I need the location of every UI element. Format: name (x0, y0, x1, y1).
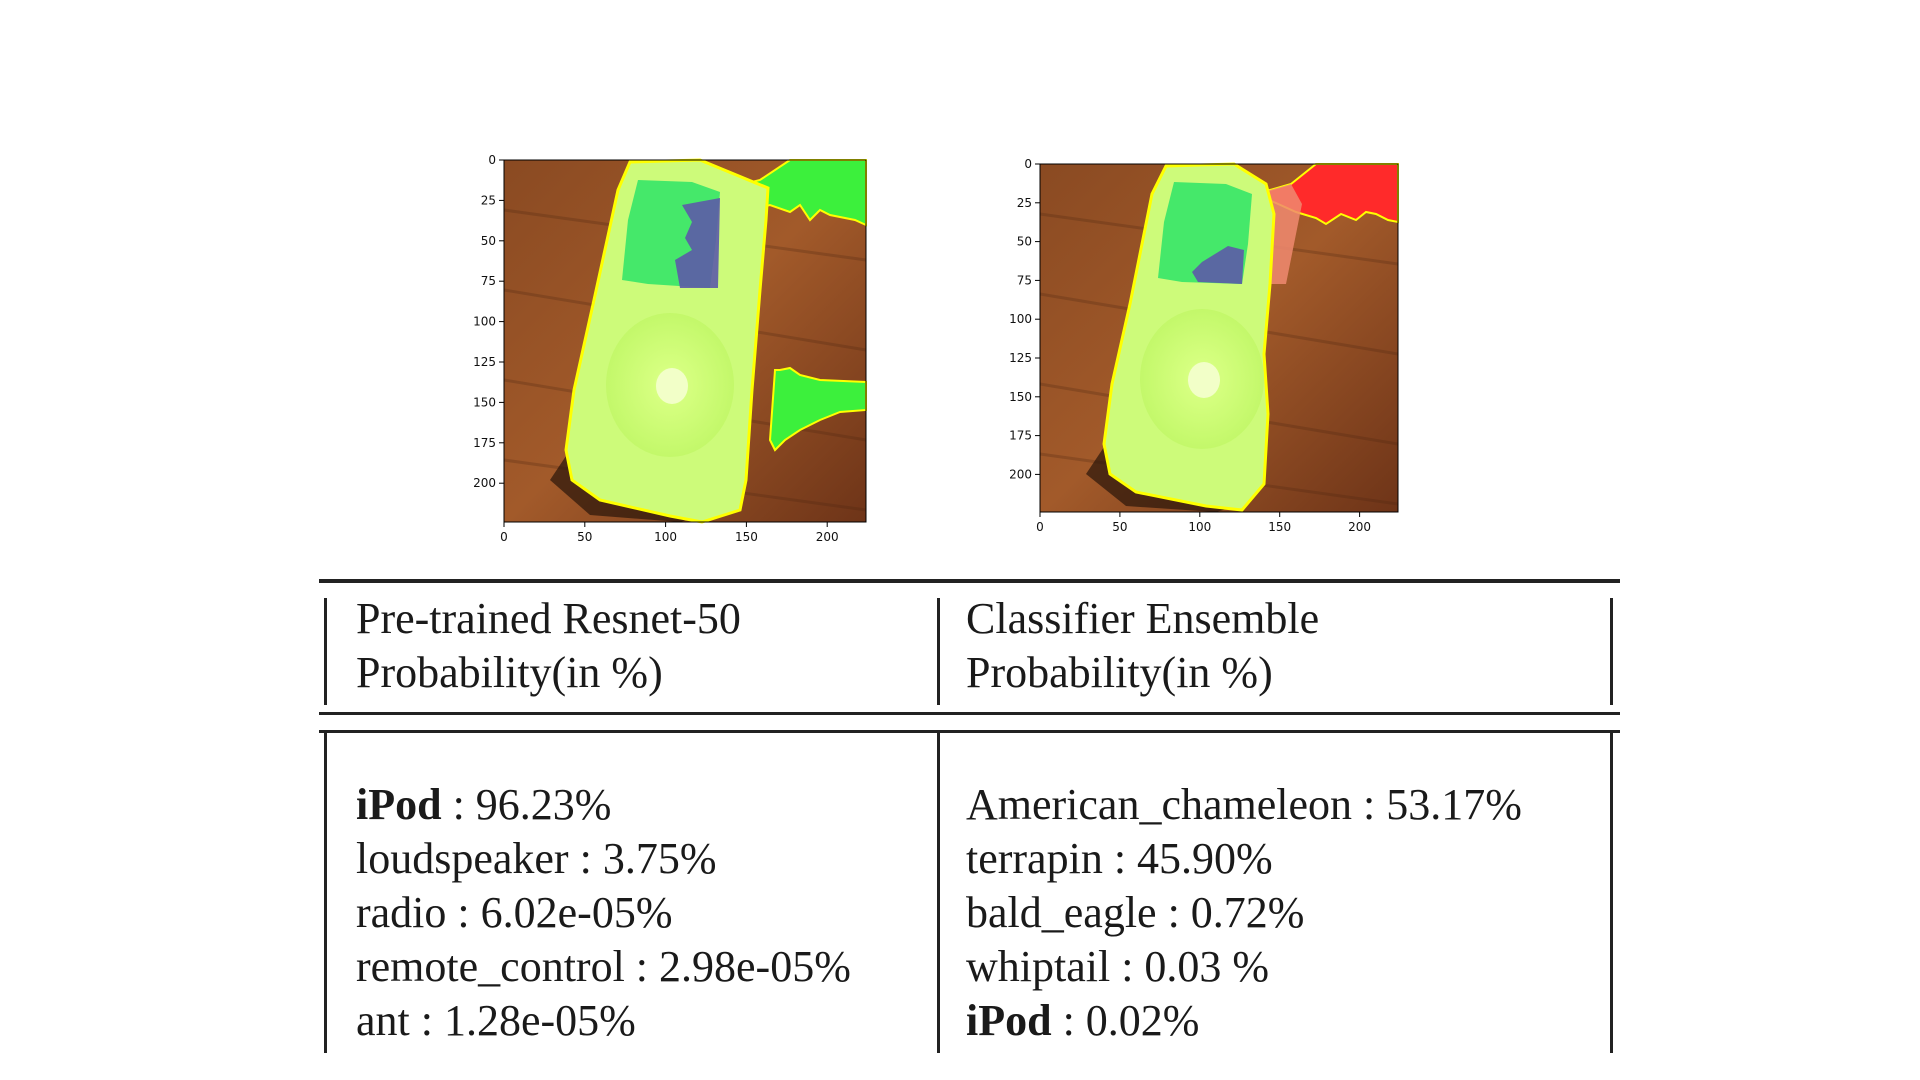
y-tick-label: 175 (1009, 429, 1032, 443)
header-rule-2 (319, 730, 1620, 733)
header-rule-1 (319, 712, 1620, 715)
class-label: terrapin (966, 834, 1103, 883)
x-axis: 0 50 100 150 200 (1036, 512, 1371, 534)
table-left-border (324, 733, 327, 1053)
x-tick-label: 0 (1036, 520, 1044, 534)
table-right-border (1610, 733, 1613, 1053)
ensemble-predictions: American_chameleon : 53.17% terrapin : 4… (966, 778, 1522, 1048)
class-label: American_chameleon (966, 780, 1353, 829)
prediction-row: iPod : 0.02% (966, 994, 1522, 1048)
header-resnet-line2: Probability(in %) (356, 648, 663, 697)
y-tick-label: 200 (473, 476, 496, 490)
probability-value: : 45.90% (1102, 834, 1273, 883)
highlight-region-mid (768, 366, 867, 452)
probability-value: : 3.75% (568, 834, 717, 883)
right-explanation-figure: 0 25 50 75 100 125 150 175 200 0 50 100 … (1006, 154, 1406, 544)
column-divider (937, 733, 940, 1053)
x-tick-label: 100 (1188, 520, 1211, 534)
probability-value: : 0.03 % (1110, 942, 1270, 991)
prediction-row: remote_control : 2.98e-05% (356, 940, 851, 994)
x-tick-label: 0 (500, 530, 508, 544)
probability-value: : 0.02% (1051, 996, 1200, 1045)
prediction-row: radio : 6.02e-05% (356, 886, 851, 940)
y-tick-label: 0 (488, 153, 496, 167)
y-tick-label: 75 (481, 274, 496, 288)
prediction-row: whiptail : 0.03 % (966, 940, 1522, 994)
probability-value: : 96.23% (441, 780, 612, 829)
y-axis: 0 25 50 75 100 125 150 175 200 (1009, 157, 1040, 481)
y-tick-label: 25 (1017, 196, 1032, 210)
class-label: iPod (966, 996, 1052, 1045)
class-label: bald_eagle (966, 888, 1157, 937)
prediction-row: ant : 1.28e-05% (356, 994, 851, 1048)
x-tick-label: 50 (577, 530, 592, 544)
prediction-row: bald_eagle : 0.72% (966, 886, 1522, 940)
y-axis: 0 25 50 75 100 125 150 175 200 (473, 153, 504, 490)
y-tick-label: 175 (473, 436, 496, 450)
ipod-wheel-center (656, 368, 688, 404)
y-tick-label: 50 (1017, 235, 1032, 249)
table-right-border (1610, 598, 1613, 705)
probability-value: : 6.02e-05% (446, 888, 673, 937)
y-tick-label: 100 (473, 315, 496, 329)
x-tick-label: 100 (654, 530, 677, 544)
y-tick-label: 75 (1017, 273, 1032, 287)
ipod-wheel-center (1188, 362, 1220, 398)
table-left-border (324, 598, 327, 705)
y-tick-label: 25 (481, 193, 496, 207)
right-plot: 0 25 50 75 100 125 150 175 200 0 50 100 … (1009, 157, 1399, 534)
class-label: whiptail (966, 942, 1111, 991)
class-label: iPod (356, 780, 442, 829)
header-resnet-line1: Pre-trained Resnet-50 (356, 594, 741, 643)
class-label: loudspeaker (356, 834, 569, 883)
probability-value: : 53.17% (1352, 780, 1522, 829)
y-tick-label: 125 (1009, 351, 1032, 365)
x-tick-label: 50 (1112, 520, 1127, 534)
class-label: ant (356, 996, 410, 1045)
x-tick-label: 200 (816, 530, 839, 544)
column-divider (937, 598, 940, 705)
header-ensemble-line2: Probability(in %) (966, 648, 1273, 697)
prediction-row: loudspeaker : 3.75% (356, 832, 851, 886)
resnet-predictions: iPod : 96.23% loudspeaker : 3.75% radio … (356, 778, 851, 1048)
x-axis: 0 50 100 150 200 (500, 522, 839, 544)
y-tick-label: 0 (1024, 157, 1032, 171)
class-label: radio (356, 888, 447, 937)
screen-dark-patch (1192, 246, 1244, 284)
screen-dark-patch (675, 198, 720, 288)
prediction-row: American_chameleon : 53.17% (966, 778, 1522, 832)
y-tick-label: 125 (473, 355, 496, 369)
probability-value: : 2.98e-05% (624, 942, 851, 991)
table-top-rule (319, 579, 1620, 583)
y-tick-label: 150 (473, 395, 496, 409)
probability-value: : 0.72% (1156, 888, 1305, 937)
x-tick-label: 200 (1348, 520, 1371, 534)
y-tick-label: 200 (1009, 467, 1032, 481)
axes-frame (503, 159, 867, 523)
prediction-row: iPod : 96.23% (356, 778, 851, 832)
header-resnet: Pre-trained Resnet-50 Probability(in %) (356, 592, 741, 700)
axes-frame (1039, 163, 1399, 513)
class-label: remote_control (356, 942, 625, 991)
x-tick-label: 150 (735, 530, 758, 544)
left-explanation-figure: 0 25 50 75 100 125 150 175 200 0 50 100 … (470, 150, 870, 550)
header-ensemble-line1: Classifier Ensemble (966, 594, 1320, 643)
left-plot: 0 25 50 75 100 125 150 175 200 0 50 100 … (473, 153, 867, 544)
y-tick-label: 50 (481, 234, 496, 248)
y-tick-label: 150 (1009, 390, 1032, 404)
y-tick-label: 100 (1009, 312, 1032, 326)
x-tick-label: 150 (1268, 520, 1291, 534)
header-ensemble: Classifier Ensemble Probability(in %) (966, 592, 1319, 700)
prediction-row: terrapin : 45.90% (966, 832, 1522, 886)
probability-value: : 1.28e-05% (409, 996, 636, 1045)
